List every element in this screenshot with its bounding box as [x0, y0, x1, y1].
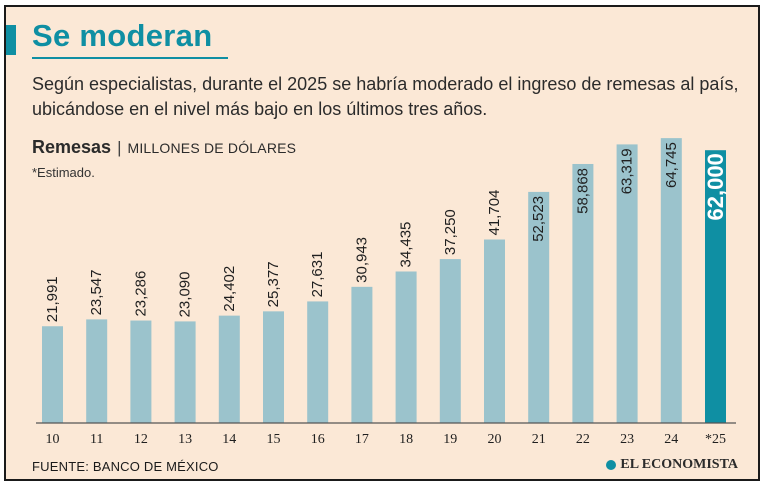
bar-23	[616, 144, 638, 423]
bar-17	[351, 286, 373, 423]
bar-16	[307, 301, 329, 423]
bar-10	[42, 326, 63, 423]
x-tick-label: 12	[134, 432, 148, 447]
x-tick-label: 23	[620, 432, 634, 447]
bar-18	[395, 271, 417, 423]
x-tick-label: 22	[576, 432, 590, 447]
value-label: 41,704	[486, 190, 503, 236]
value-label: 27,631	[309, 252, 326, 298]
chart-heading: Remesas | MILLONES DE DÓLARES	[32, 137, 296, 158]
brand-logo: EL ECONOMISTA	[606, 457, 738, 473]
x-tick-label: 20	[488, 432, 502, 447]
value-label: 52,523	[530, 196, 547, 242]
x-tick-label: *25	[705, 432, 726, 447]
value-label: 62,000	[703, 153, 728, 220]
value-label: 63,319	[619, 148, 636, 194]
value-label: 21,991	[44, 276, 61, 322]
bar-15	[263, 311, 284, 423]
bar-21	[528, 191, 550, 423]
estimate-note: *Estimado.	[32, 165, 95, 180]
value-label: 58,868	[574, 168, 591, 214]
chart-heading-separator: |	[117, 138, 122, 157]
brand-logo-icon	[606, 460, 617, 470]
value-label: 23,090	[177, 272, 194, 318]
bar-13	[174, 321, 196, 423]
brand-name: EL ECONOMISTA	[620, 457, 738, 472]
title-underline	[32, 57, 228, 59]
chart-unit: MILLONES DE DÓLARES	[127, 140, 297, 156]
value-label: 24,402	[221, 266, 238, 312]
value-label: 25,377	[265, 261, 282, 307]
x-tick-label: 21	[532, 432, 546, 447]
bar-24	[660, 138, 682, 423]
x-tick-label: 18	[399, 432, 413, 447]
bar-19	[439, 259, 461, 423]
x-tick-label: 13	[178, 432, 192, 447]
value-label: 23,286	[132, 271, 149, 317]
value-label: 34,435	[398, 222, 415, 268]
bar-14	[218, 315, 240, 423]
x-tick-label: 15	[267, 432, 281, 447]
value-label: 64,745	[663, 142, 680, 188]
bar-11	[86, 319, 108, 423]
x-tick-label: 16	[311, 432, 325, 447]
infographic-frame: Se moderan Según especialistas, durante …	[4, 5, 760, 481]
bar-chart: 21,991 10 23,547 11 23,286 12 23,090 13 24,402 14…	[36, 138, 736, 447]
x-tick-label: 17	[355, 432, 369, 447]
page-title: Se moderan	[32, 18, 213, 53]
bar-22	[572, 163, 594, 423]
bar-12	[130, 320, 152, 423]
value-label: 23,547	[88, 270, 105, 316]
x-tick-label: 14	[222, 432, 236, 447]
x-tick-label: 19	[443, 432, 457, 447]
value-label: 30,943	[353, 237, 370, 283]
value-label: 37,250	[442, 209, 459, 255]
x-tick-label: 24	[664, 432, 678, 447]
bar-20	[484, 239, 505, 423]
title-accent-bar	[6, 25, 16, 55]
bar-est-25	[705, 150, 726, 423]
x-tick-label: 11	[90, 432, 103, 447]
chart-label: Remesas	[32, 137, 112, 157]
x-tick-label: 10	[46, 432, 60, 447]
subtitle: Según especialistas, durante el 2025 se …	[32, 74, 739, 119]
source-note: FUENTE: BANCO DE MÉXICO	[32, 459, 219, 474]
